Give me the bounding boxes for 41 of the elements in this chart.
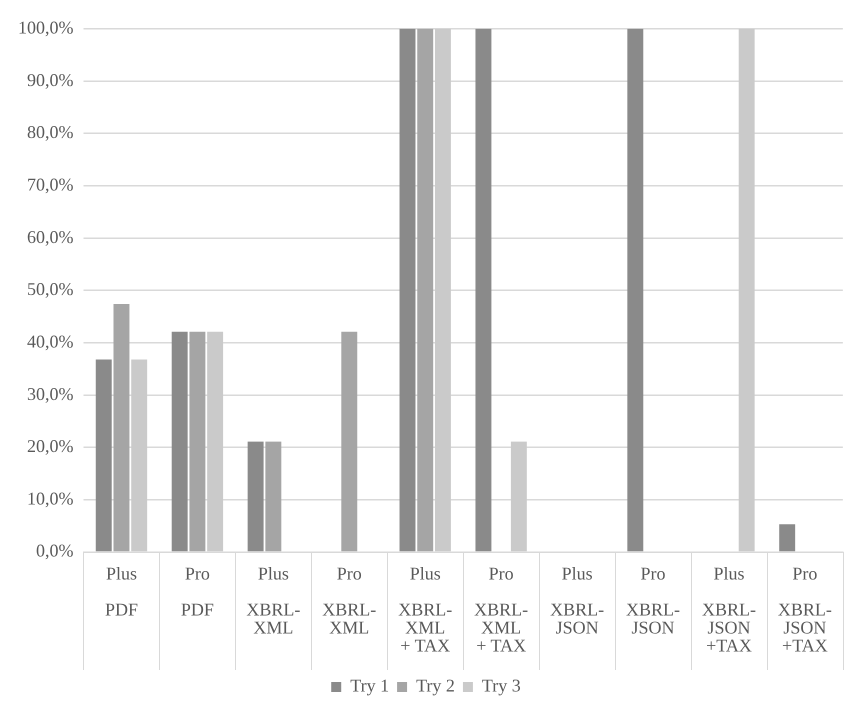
bar — [400, 28, 416, 552]
bar — [207, 332, 224, 552]
y-tick-label: 40,0% — [26, 331, 74, 352]
legend-label: Try 2 — [416, 676, 455, 696]
y-tick-label: 60,0% — [26, 226, 74, 247]
y-tick-label: 70,0% — [26, 174, 74, 194]
legend-label: Try 1 — [350, 676, 390, 696]
bar — [96, 359, 112, 552]
x-tick-label: Plus PDF — [104, 564, 138, 620]
bar — [341, 332, 358, 552]
bar — [779, 524, 796, 552]
y-tick-label: 50,0% — [26, 279, 74, 300]
x-tick-label: Pro XBRL-XML + TAX — [474, 564, 528, 656]
x-tick-label: Pro XBRL-XML — [322, 564, 376, 638]
bar — [172, 332, 188, 552]
x-tick-label: Pro XBRL-JSON — [626, 564, 680, 638]
y-tick-label: 30,0% — [26, 384, 74, 404]
y-tick-label: 10,0% — [26, 488, 74, 508]
x-tick-label: Pro XBRL-JSON +TAX — [778, 564, 832, 656]
y-tick-label: 0,0% — [36, 540, 74, 561]
bar — [627, 28, 644, 552]
bar — [417, 28, 434, 552]
bar — [475, 28, 492, 552]
bar — [738, 28, 755, 552]
bar — [189, 332, 206, 552]
x-tick-label: Pro PDF — [180, 564, 214, 620]
x-tick-label: Plus XBRL-JSON +TAX — [702, 564, 756, 656]
y-tick-label: 100,0% — [18, 18, 74, 38]
x-tick-label: Plus XBRL-JSON — [550, 564, 604, 638]
y-tick-label: 20,0% — [26, 436, 74, 456]
bar — [265, 442, 282, 552]
y-tick-label: 80,0% — [26, 122, 74, 142]
bar — [434, 28, 451, 552]
legend-label: Try 3 — [482, 676, 521, 696]
y-tick-label: 90,0% — [26, 70, 74, 90]
x-tick-label: Plus XBRL-XML + TAX — [398, 564, 452, 656]
bar — [248, 442, 264, 552]
bar — [131, 359, 148, 552]
x-tick-label: Plus XBRL-XML — [246, 564, 300, 638]
bar — [510, 442, 527, 552]
bar — [113, 304, 130, 552]
